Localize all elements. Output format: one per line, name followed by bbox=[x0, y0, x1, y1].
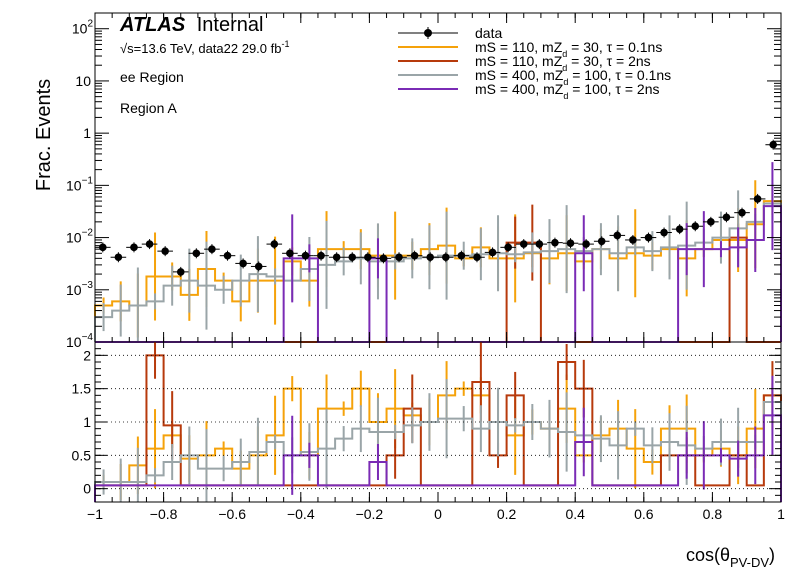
data-point bbox=[254, 262, 263, 271]
y-tick-label-lower: 0.5 bbox=[72, 447, 92, 463]
data-point bbox=[114, 253, 123, 262]
x-tick-label: −0.6 bbox=[218, 506, 246, 522]
y-tick-label-upper: 10−2 bbox=[66, 228, 93, 246]
y-axis-label: Frac. Events bbox=[33, 79, 55, 191]
data-point bbox=[270, 240, 279, 248]
data-point bbox=[660, 228, 668, 237]
series-2-upper-histogram bbox=[94, 202, 782, 342]
data-point bbox=[301, 251, 310, 260]
data-point bbox=[535, 240, 544, 248]
legend-series-3-label: mS = 400, mZd = 100, τ = 2ns bbox=[475, 81, 659, 101]
experiment-label: ATLAS Internal bbox=[119, 14, 263, 36]
legend-series-0-label: mS = 110, mZd = 30, τ = 0.1ns bbox=[475, 39, 662, 59]
data-point bbox=[130, 243, 138, 252]
energy-exp: -1 bbox=[281, 39, 289, 49]
data-point bbox=[410, 251, 419, 260]
y-tick-label-upper: 10−3 bbox=[66, 280, 93, 298]
x-tick-label: 0 bbox=[434, 506, 442, 522]
y-tick-label-upper: 102 bbox=[72, 19, 94, 37]
data-point bbox=[395, 253, 403, 262]
data-point bbox=[145, 240, 154, 248]
x-tick-label: −1 bbox=[87, 506, 103, 522]
data-point bbox=[582, 240, 590, 248]
atlas-rest-label: Internal bbox=[197, 14, 264, 36]
legend-series-2-label: mS = 400, mZd = 100, τ = 0.1ns bbox=[475, 67, 671, 87]
subregion-label: Region A bbox=[120, 100, 177, 116]
data-point bbox=[317, 251, 325, 260]
x-axis-label: cos(θPV-DV) bbox=[686, 545, 775, 570]
data-point bbox=[441, 253, 450, 262]
y-tick-label-upper: 10−4 bbox=[66, 332, 93, 350]
data-point bbox=[707, 218, 715, 226]
data-point bbox=[176, 268, 185, 276]
x-tick-label: −0.2 bbox=[356, 506, 384, 522]
x-tick-label: 0.6 bbox=[634, 506, 654, 522]
data-point bbox=[613, 231, 622, 240]
axes: −1 −0.8 −0.6 −0.4 −0.2 0 0.2 0.4 0.6 0.8 110210110… bbox=[66, 12, 785, 522]
legend: data mS = 110, mZd = 30, τ = 0.1ns mS = … bbox=[398, 25, 671, 101]
data-point bbox=[753, 195, 762, 203]
atlas-bold-label: ATLAS bbox=[119, 14, 186, 36]
data-point bbox=[348, 253, 357, 262]
x-tick-label: 1 bbox=[777, 506, 785, 522]
data-point bbox=[332, 253, 341, 262]
data-point bbox=[519, 240, 528, 248]
data-point bbox=[208, 245, 216, 253]
lower-panel-series bbox=[94, 342, 782, 502]
y-tick-label-lower: 0 bbox=[83, 481, 91, 497]
y-tick-label-upper: 1 bbox=[83, 125, 91, 141]
data-point bbox=[161, 247, 169, 255]
legend-series-1-label: mS = 110, mZd = 30, τ = 2ns bbox=[475, 53, 651, 73]
data-point bbox=[239, 259, 247, 268]
data-point bbox=[457, 251, 466, 260]
data-point bbox=[675, 225, 684, 233]
legend-data-label: data bbox=[475, 25, 502, 41]
x-axis-label-main: cos(θ bbox=[686, 545, 730, 565]
series-3-ratio-histogram bbox=[94, 414, 782, 502]
data-point bbox=[566, 239, 575, 248]
y-tick-label-upper: 10 bbox=[75, 73, 91, 89]
x-tick-label: 0.2 bbox=[497, 506, 517, 522]
x-tick-label: 0.8 bbox=[703, 506, 723, 522]
data-point bbox=[364, 253, 372, 262]
data-point bbox=[473, 253, 481, 262]
data-point bbox=[223, 251, 232, 260]
y-tick-label-lower: 1.5 bbox=[72, 381, 92, 397]
data-point bbox=[426, 253, 435, 262]
data-point bbox=[769, 140, 778, 149]
data-point bbox=[379, 254, 388, 263]
series-2-ratio-histogram bbox=[94, 401, 782, 502]
data-point bbox=[192, 249, 201, 258]
energy-label: √s=13.6 TeV, data22 29.0 fb-1 bbox=[120, 39, 290, 56]
data-point bbox=[629, 236, 637, 244]
region-label: ee Region bbox=[120, 69, 184, 85]
y-tick-label-lower: 2 bbox=[83, 347, 91, 363]
energy-text: =13.6 TeV, data22 29.0 fb bbox=[134, 41, 282, 56]
lower-panel-frame bbox=[94, 341, 782, 503]
data-point bbox=[644, 233, 653, 242]
data-point bbox=[504, 243, 512, 252]
data-point bbox=[738, 208, 746, 217]
data-point bbox=[691, 222, 700, 231]
x-tick-label: 0.4 bbox=[565, 506, 585, 522]
data-point bbox=[551, 238, 559, 247]
x-tick-label: −0.8 bbox=[150, 506, 178, 522]
energy-prefix: √s bbox=[120, 41, 134, 56]
y-tick-label-lower: 1 bbox=[83, 414, 91, 430]
data-point bbox=[722, 213, 731, 222]
y-tick-label-upper: 10−1 bbox=[66, 175, 93, 193]
x-axis-label-sub: PV-DV bbox=[730, 555, 769, 570]
data-point bbox=[98, 243, 107, 252]
data-point bbox=[286, 249, 294, 258]
series-0-upper-histogram bbox=[94, 200, 782, 342]
x-axis-label-end: ) bbox=[769, 545, 775, 565]
x-tick-label: −0.4 bbox=[287, 506, 315, 522]
data-point bbox=[597, 237, 606, 246]
legend-data-marker bbox=[424, 29, 432, 37]
data-point bbox=[488, 248, 497, 257]
